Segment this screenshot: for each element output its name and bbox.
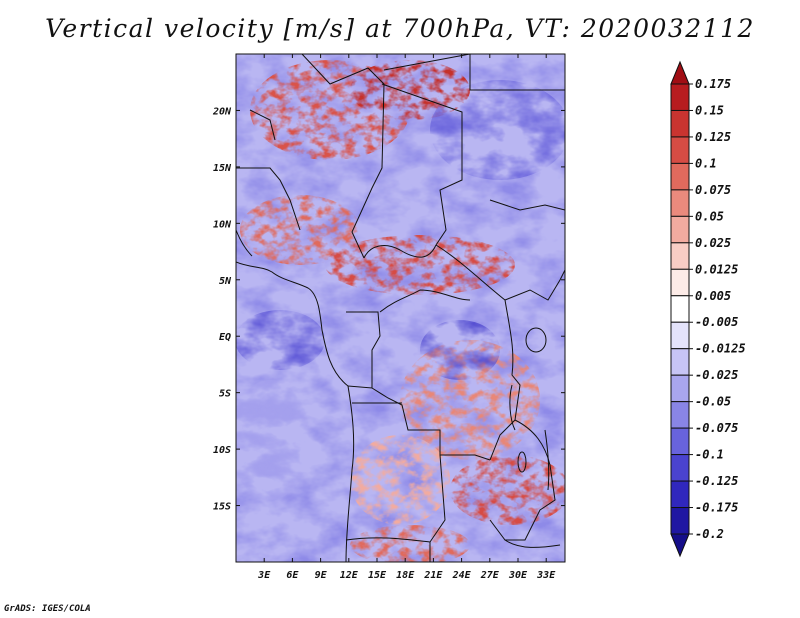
colorbar-bin <box>670 162 690 191</box>
colorbar-label: -0.2 <box>695 527 724 541</box>
lon-tick-label: 21E <box>423 570 443 581</box>
colorbar-bin <box>670 189 690 217</box>
colorbar-label: -0.125 <box>695 474 738 488</box>
colorbar-label: 0.0125 <box>695 262 738 276</box>
lon-tick-label: 15E <box>368 570 387 581</box>
country-borders <box>236 54 565 562</box>
colorbar-bin <box>670 60 690 85</box>
lon-tick-label: 30E <box>508 570 528 581</box>
colorbar-label: 0.125 <box>695 130 731 144</box>
colorbar-bin <box>670 533 690 558</box>
lon-tick-label: 12E <box>340 570 359 581</box>
lon-tick-label: 6E <box>286 570 299 581</box>
colorbar-bin <box>670 215 690 244</box>
lon-tick-label: 24E <box>452 570 472 581</box>
latitude-axis: 20N 15N 10N 5N EQ 5S 10S 15S <box>212 106 565 513</box>
colorbar-bin <box>670 268 690 297</box>
colorbar-label: 0.15 <box>695 103 724 117</box>
colorbar-label: -0.075 <box>695 421 738 435</box>
colorbar-bin <box>670 401 690 429</box>
colorbar-label: -0.0125 <box>695 342 746 356</box>
velocity-field <box>236 54 565 562</box>
colorbar-bin <box>670 295 690 323</box>
colorbar-label: -0.05 <box>695 395 731 409</box>
colorbar-label: 0.005 <box>695 289 731 303</box>
colorbar-label: -0.175 <box>695 501 738 515</box>
lat-tick-label: 15S <box>213 502 231 513</box>
colorbar-bin <box>670 507 690 535</box>
lat-tick-label: 5N <box>219 276 232 287</box>
lon-tick-label: 18E <box>396 570 415 581</box>
credit-text: GrADS: IGES/COLA <box>4 604 91 614</box>
colorbar-bin <box>670 427 690 456</box>
colorbar-bin <box>670 321 690 350</box>
colorbar-bin <box>670 374 690 403</box>
map-frame <box>235 53 566 563</box>
colorbar: 0.175 0.15 0.125 0.1 0.075 0.05 0.025 0.0125 0.0… <box>670 60 746 558</box>
colorbar-label: 0.075 <box>695 183 731 197</box>
lon-tick-label: 33E <box>536 570 556 581</box>
lon-tick-label: 9E <box>315 570 328 581</box>
colorbar-label: -0.005 <box>695 315 738 329</box>
colorbar-bin <box>670 83 690 111</box>
lakes <box>509 327 550 491</box>
lon-tick-label: 3E <box>257 570 271 581</box>
colorbar-label: 0.05 <box>695 209 724 223</box>
lat-tick-label: 5S <box>219 389 231 400</box>
colorbar-bin <box>670 242 690 270</box>
lat-tick-label: 20N <box>212 106 232 117</box>
lat-tick-label: 10S <box>213 445 231 456</box>
colorbar-label: 0.1 <box>695 156 717 170</box>
lat-tick-label: EQ <box>219 332 231 343</box>
colorbar-bin <box>670 109 690 138</box>
colorbar-label: 0.025 <box>695 236 731 250</box>
lat-tick-label: 15N <box>213 163 232 174</box>
colorbar-bin <box>670 348 690 376</box>
colorbar-label: -0.025 <box>695 368 738 382</box>
colorbar-bin <box>670 480 690 509</box>
colorbar-label: 0.175 <box>695 77 731 91</box>
lon-tick-label: 27E <box>480 570 500 581</box>
colorbar-bin <box>670 454 690 482</box>
colorbar-bin <box>670 136 690 164</box>
lat-tick-label: 10N <box>213 219 232 230</box>
chart-title: Vertical velocity [m/s] at 700hPa, VT: 2… <box>45 14 755 43</box>
colorbar-label: -0.1 <box>695 448 724 462</box>
longitude-axis: 3E 6E 9E 12E 15E 18E 21E 24E 27E 30E 33E <box>257 54 556 581</box>
